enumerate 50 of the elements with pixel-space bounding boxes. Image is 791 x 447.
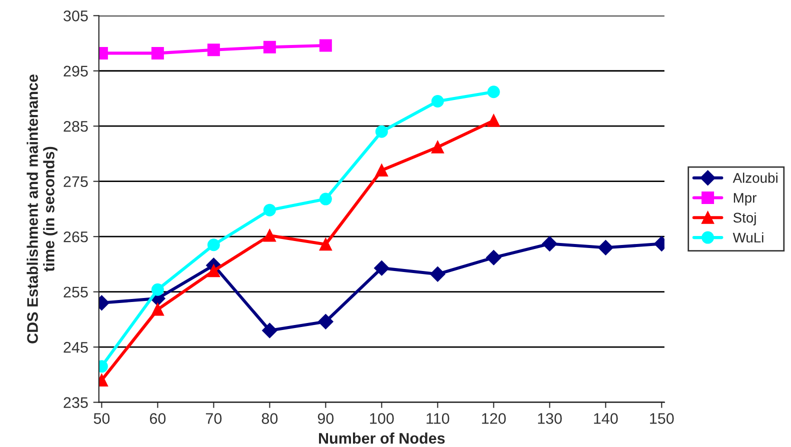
point xyxy=(207,44,220,56)
point xyxy=(319,238,332,251)
legend-label: Stoj xyxy=(733,212,756,226)
point xyxy=(262,322,278,338)
point xyxy=(318,314,334,330)
point xyxy=(487,86,500,98)
point xyxy=(430,266,446,282)
x-tick-label: 130 xyxy=(538,413,562,424)
x-tick-label: 120 xyxy=(482,413,506,424)
legend-label: Mpr xyxy=(734,193,756,206)
y-tick-label: 305 xyxy=(64,10,88,22)
point xyxy=(598,240,614,256)
x-tick-label: 50 xyxy=(94,413,110,424)
x-tick-label: 70 xyxy=(206,413,222,424)
point xyxy=(486,250,502,266)
x-tick-label: 140 xyxy=(594,413,618,424)
x-tick-label: 80 xyxy=(262,413,278,424)
y-tick-label: 255 xyxy=(64,286,88,298)
y-axis-title: CDS Establishment and maintenance time (in seconds) xyxy=(26,74,58,344)
point xyxy=(151,303,164,316)
point xyxy=(375,164,388,177)
x-tick-label: 60 xyxy=(150,413,166,424)
y-tick-label: 245 xyxy=(64,342,88,353)
point xyxy=(207,238,220,252)
x-axis-title: Number of Nodes xyxy=(319,432,445,444)
y-tick-label: 285 xyxy=(64,120,88,132)
point xyxy=(151,46,164,60)
point xyxy=(374,260,390,276)
point xyxy=(375,125,388,138)
legend-label: WuLi xyxy=(732,232,764,243)
x-tick-label: 110 xyxy=(426,413,450,424)
y-tick-label: 235 xyxy=(64,397,88,408)
point xyxy=(263,40,276,54)
x-tick-label: 100 xyxy=(370,413,394,424)
point xyxy=(319,192,332,206)
y-tick-label: 275 xyxy=(64,176,88,188)
y-tick-label: 295 xyxy=(64,66,88,77)
point xyxy=(263,229,276,242)
point xyxy=(319,39,332,52)
point xyxy=(487,114,500,127)
point xyxy=(431,140,444,154)
point xyxy=(207,264,220,278)
y-tick-label: 265 xyxy=(64,231,88,242)
x-tick-label: 90 xyxy=(318,413,334,424)
point xyxy=(542,236,558,252)
x-tick-label: 150 xyxy=(650,413,674,424)
point xyxy=(431,95,444,108)
legend-label: Alzoubi xyxy=(732,172,778,183)
point xyxy=(263,204,276,216)
point xyxy=(151,283,164,296)
